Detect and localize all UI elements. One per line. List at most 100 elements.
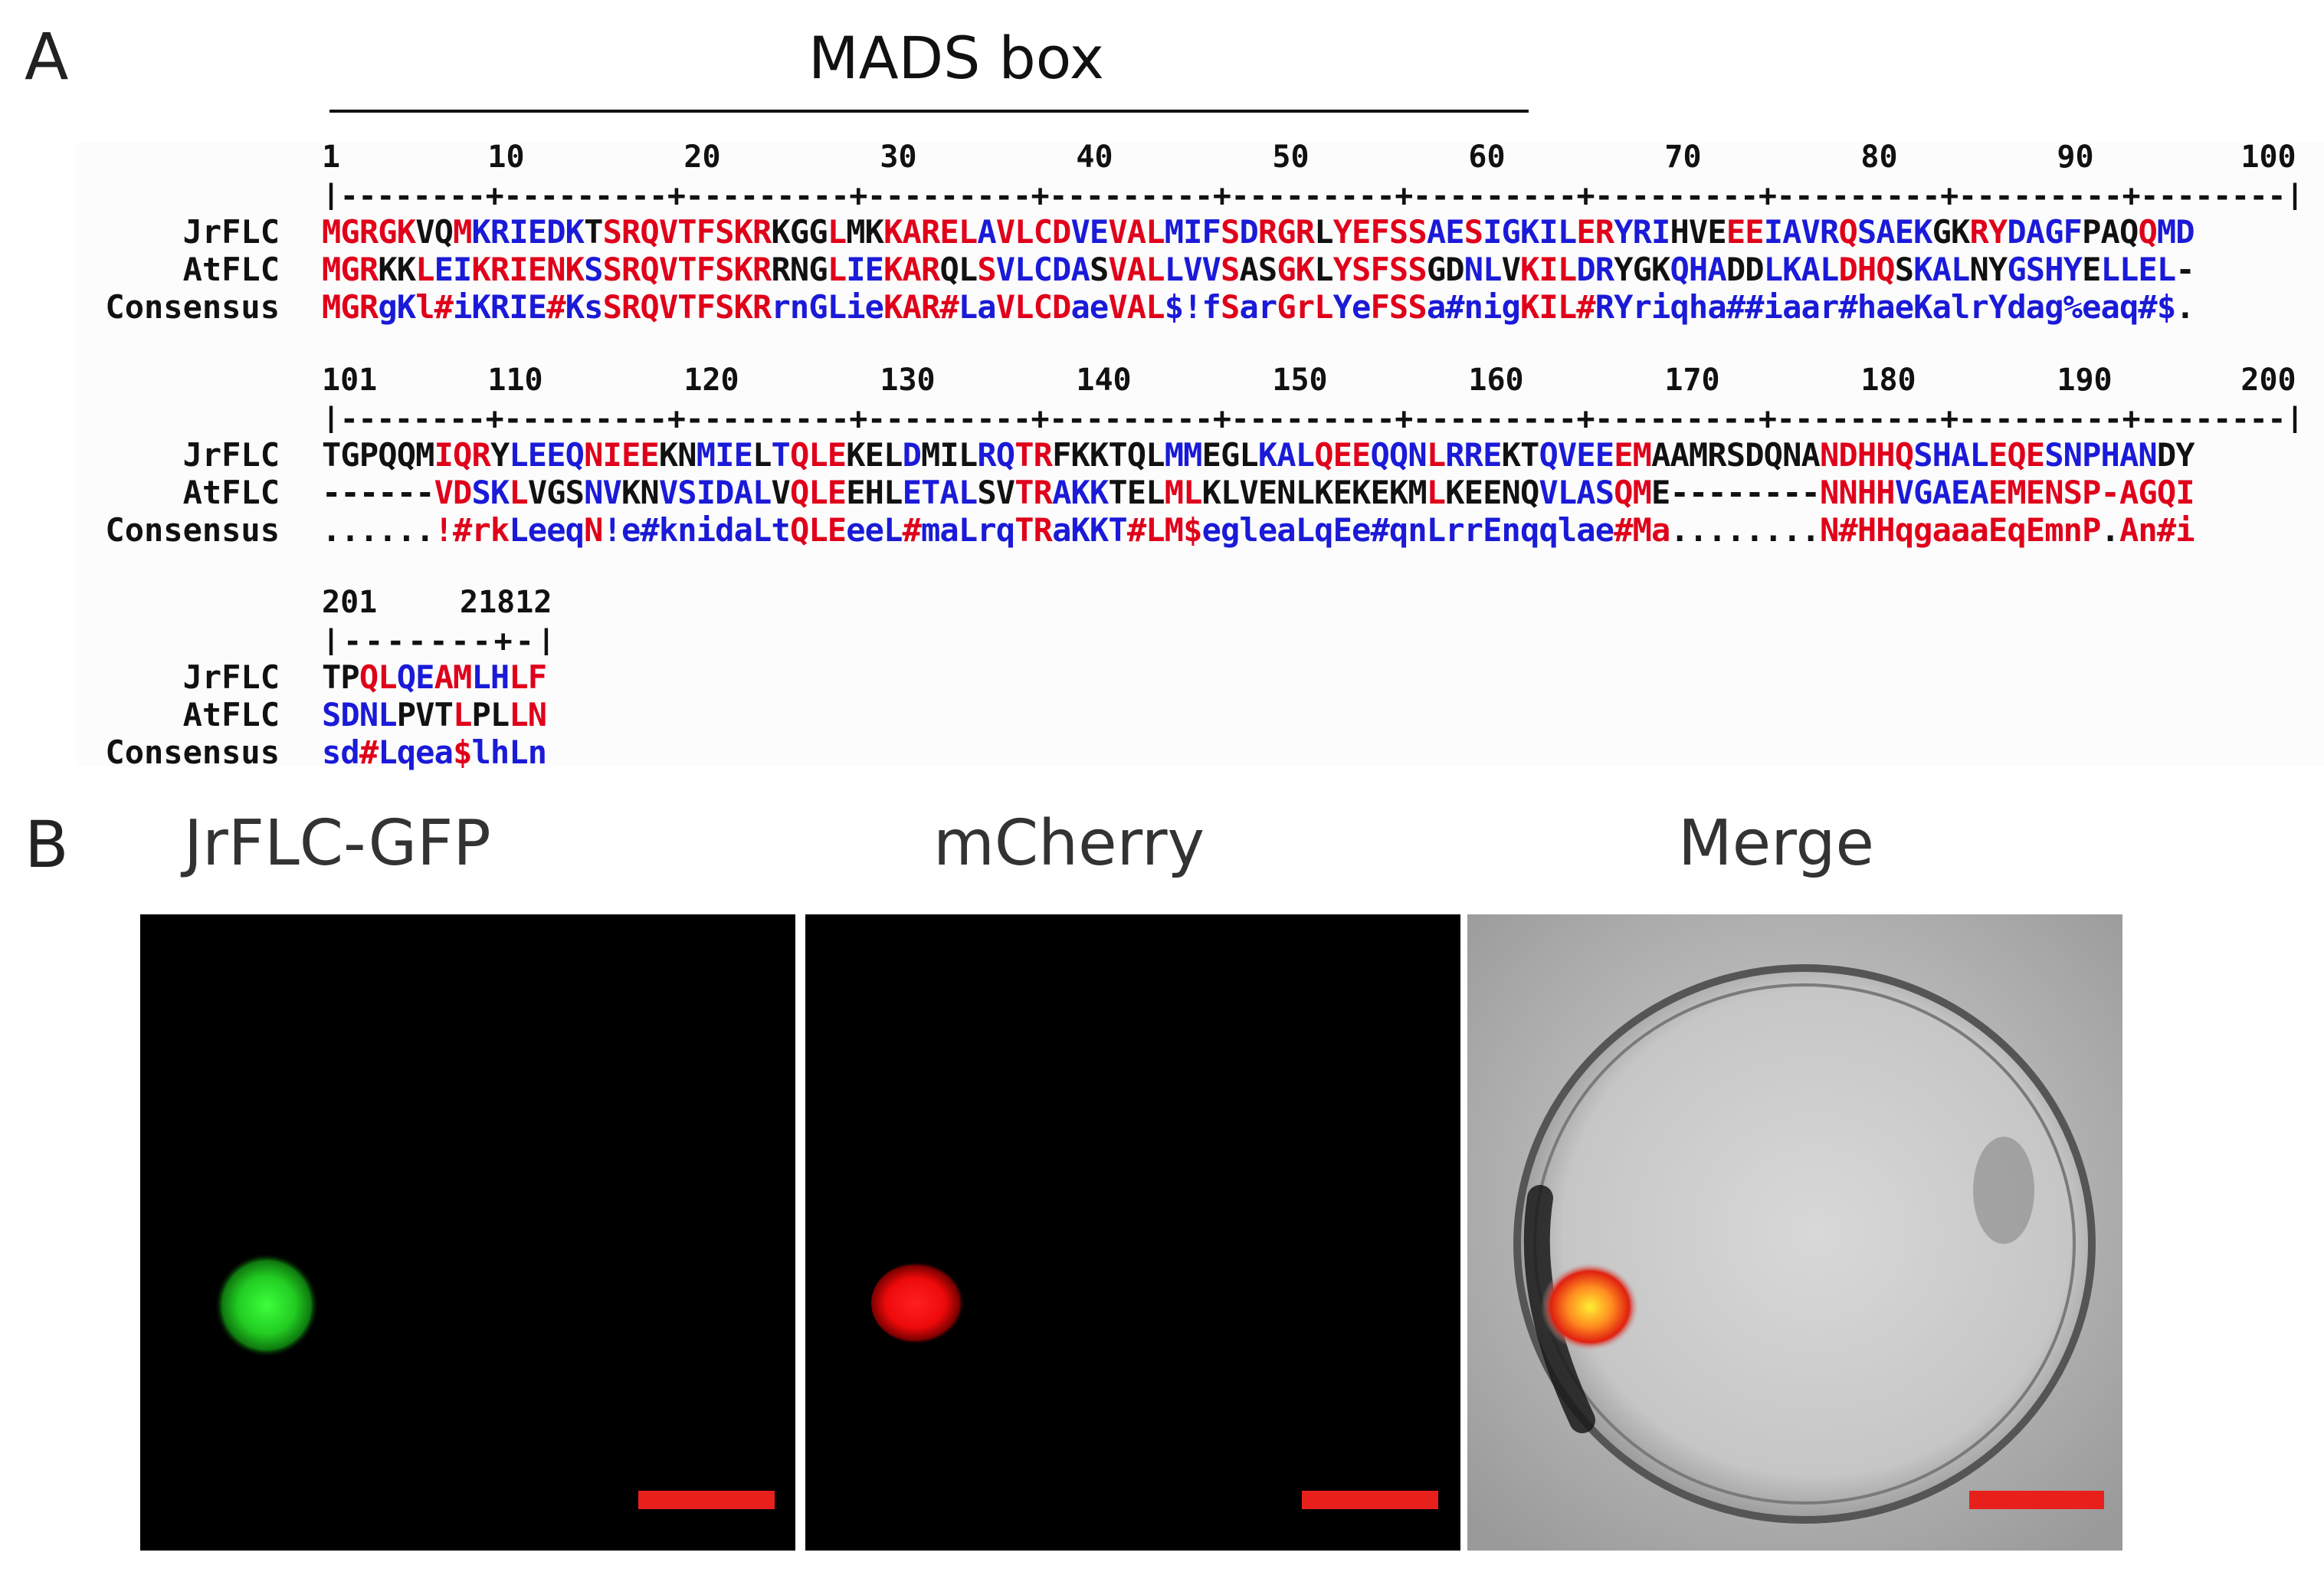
residue-run: L: [453, 696, 472, 733]
residue-run: SDNL: [322, 696, 398, 733]
residue-run: #: [546, 288, 565, 326]
residue-run: MGR: [322, 251, 379, 288]
residue-run: DD: [1726, 251, 1765, 288]
residue-run: QM: [1614, 474, 1652, 511]
seq-row-consensus: sd#Lqea$lhLn: [322, 737, 547, 769]
residue-run: VE: [1070, 213, 1110, 251]
residue-run: AE: [1426, 213, 1465, 251]
residue-run: YRI: [1614, 213, 1670, 251]
residue-run: N#HHqgaaaEqEmnP: [1819, 511, 2101, 549]
residue-run: YEFSS: [1332, 213, 1428, 251]
residue-run: S: [1221, 251, 1240, 288]
residue-run: PVT: [396, 696, 454, 733]
residue-run: V: [1501, 251, 1521, 288]
residue-run: Y: [490, 436, 510, 474]
residue-run: ML: [1164, 474, 1203, 511]
residue-run: riqha##iaar#haeKalrYdag%eaq#$: [1632, 288, 2177, 326]
residue-run: KN: [658, 436, 697, 474]
residue-run: L: [827, 251, 847, 288]
residue-run: KAR: [883, 251, 940, 288]
residue-run: KAR#: [883, 288, 959, 326]
scale-bar: [638, 1491, 775, 1509]
residue-run: QVEE: [1539, 436, 1614, 474]
row-label: Consensus: [105, 511, 280, 549]
position-number: 150: [1272, 363, 1328, 398]
row-label: Consensus: [105, 733, 280, 771]
residue-run: TR: [1014, 511, 1053, 549]
seq-row-jrflc: TPQLQEAMLHLF: [322, 658, 547, 696]
residue-run: RY: [1595, 288, 1634, 326]
residue-run: GK: [1932, 213, 1971, 251]
residue-run: S: [1089, 251, 1109, 288]
residue-run: DAGF: [2007, 213, 2083, 251]
residue-run: TGPQQM: [322, 436, 434, 474]
residue-run: L: [1314, 251, 1333, 288]
seq-row-jrflc: MGRGKVQMKRIEDKTSRQVTFSKRKGGLMKKARELAVLCD…: [322, 216, 2195, 248]
position-number: 190: [2057, 363, 2113, 398]
mcherry-signal: [871, 1262, 969, 1344]
residue-run: S: [1894, 251, 1914, 288]
residue-run: !#rk: [434, 511, 510, 549]
residue-run: DY: [2156, 436, 2195, 474]
residue-run: MK: [846, 213, 884, 251]
residue-run: ......: [322, 511, 434, 549]
position-number: 170: [1664, 363, 1720, 398]
residue-run: TR: [1014, 436, 1053, 474]
position-number: 130: [880, 363, 936, 398]
residue-run: RNG: [771, 251, 828, 288]
residue-run: Q: [2138, 213, 2157, 251]
residue-run: L: [509, 474, 528, 511]
residue-run: VAL: [1108, 251, 1165, 288]
channel-label-gfp: JrFLC-GFP: [184, 807, 491, 880]
panel-a-letter: A: [25, 19, 69, 94]
position-number: 10: [487, 139, 525, 175]
seq-row-jrflc: TGPQQMIQRYLEEQNIEEKNMIELTQLEKELDMILRQTRF…: [322, 439, 2195, 471]
residue-run: KEENQ: [1445, 474, 1539, 511]
residue-run: NDHHQ: [1820, 436, 1914, 474]
residue-run: KIL: [1520, 251, 1577, 288]
residue-run: aKKT: [1052, 511, 1128, 549]
residue-run: ae: [1070, 288, 1110, 326]
residue-run: EMENSP-AGQI: [1988, 474, 2195, 511]
position-number: 40: [1076, 139, 1113, 175]
seq-row-atflc: MGRKKLEIKRIENKSSRQVTFSKRRNGLIEKARQLSVLCD…: [322, 254, 2195, 286]
residue-run: #Ma: [1614, 511, 1670, 549]
residue-run: MD: [2156, 213, 2195, 251]
residue-run: EGL: [1201, 436, 1259, 474]
residue-run: knidaLt: [658, 511, 791, 549]
row-label: JrFLC: [182, 213, 280, 251]
residue-run: NY: [1969, 251, 2008, 288]
residue-run: S: [584, 251, 603, 288]
position-number: 20: [683, 139, 721, 175]
residue-run: PAQ: [2082, 213, 2139, 251]
residue-run: E--------: [1651, 474, 1821, 511]
residue-run: LLEL: [2100, 251, 2177, 288]
residue-run: HVE: [1670, 213, 1727, 251]
row-label: AtFLC: [182, 696, 280, 733]
residue-run: VGS: [527, 474, 585, 511]
residue-run: VLAS: [1539, 474, 1614, 511]
position-number: 80: [1860, 139, 1898, 175]
residue-run: SRQVTFSKR: [602, 251, 772, 288]
residue-run: LN: [509, 696, 547, 733]
residue-run: VLCD: [995, 288, 1072, 326]
residue-run: SHAL: [1913, 436, 1989, 474]
residue-run: MM: [1164, 436, 1203, 474]
residue-run: RQ: [977, 436, 1015, 474]
residue-run: KN: [621, 474, 660, 511]
residue-run: YGK: [1614, 251, 1670, 288]
residue-run: MIE: [696, 436, 753, 474]
gfp-signal: [215, 1253, 319, 1357]
position-number: 200: [2240, 363, 2296, 398]
residue-run: An#i: [2119, 511, 2195, 549]
residue-run: VAL: [1108, 213, 1165, 251]
residue-run: FSS: [1370, 288, 1428, 326]
residue-run: FKKTQL: [1052, 436, 1165, 474]
residue-run: V: [771, 474, 791, 511]
residue-run: GK: [1277, 251, 1315, 288]
residue-run: EE: [1726, 213, 1765, 251]
position-number: 100: [2240, 139, 2296, 175]
residue-run: QQN: [1370, 436, 1428, 474]
residue-run: QL: [359, 658, 398, 696]
seq-row-consensus: ......!#rkLeeqN!e#knidaLtQLEeeL#maLrqTRa…: [322, 514, 2195, 546]
